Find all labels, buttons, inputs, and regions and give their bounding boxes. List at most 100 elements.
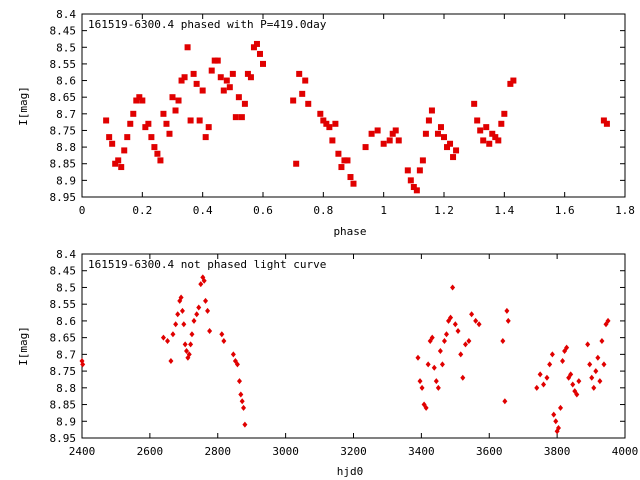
phased-data-point [226, 84, 233, 91]
phased-data-point [220, 87, 227, 94]
phased-y-axis-label: I[mag] [17, 86, 30, 126]
phased-data-point [229, 70, 236, 77]
unphased-data-point [415, 354, 421, 361]
phased-data-point [151, 144, 158, 151]
phased-data-point [142, 124, 149, 131]
phased-data-point [428, 107, 435, 114]
phased-data-point [196, 117, 203, 124]
unphased-data-point [458, 351, 464, 358]
unphased-data-point [189, 331, 195, 338]
phased-data-point [323, 120, 330, 127]
phased-data-point [260, 60, 266, 67]
unphased-data-point [504, 307, 510, 314]
unphased-data-point [181, 321, 187, 328]
unphased-plot-frame [81, 253, 626, 439]
phased-data-point [208, 67, 215, 74]
phased-x-tick-label: 1.4 [494, 204, 514, 217]
unphased-data-point [196, 304, 202, 311]
unphased-x-tick-label: 2800 [205, 445, 232, 458]
phased-data-point [106, 134, 113, 141]
unphased-data-point [437, 348, 443, 355]
phased-x-tick-label: 1 [380, 204, 387, 217]
unphased-y-axis-label: I[mag] [17, 326, 30, 366]
unphased-data-point [460, 374, 466, 381]
unphased-x-tick-label: 2600 [137, 445, 164, 458]
unphased-data-point [178, 294, 184, 301]
phased-data-point [118, 164, 125, 171]
phased-data-point [386, 137, 393, 144]
unphased-data-point [473, 317, 479, 324]
phased-x-tick-label: 0.6 [253, 204, 273, 217]
phased-data-point [480, 137, 487, 144]
unphased-points [79, 274, 611, 435]
unphased-data-point [500, 337, 506, 344]
phased-data-point [205, 124, 212, 131]
phased-data-point [335, 150, 342, 157]
phased-data-point [169, 94, 176, 101]
unphased-data-point [534, 384, 540, 391]
unphased-y-tick-label: 8.45 [50, 265, 77, 278]
unphased-data-point [207, 327, 213, 334]
unphased-data-point [431, 364, 437, 371]
phased-data-point [492, 134, 499, 141]
phased-data-point [410, 184, 417, 191]
phased-x-tick-label: 0.4 [193, 204, 213, 217]
unphased-data-point [201, 277, 207, 284]
unphased-y-tick-label: 8.95 [50, 432, 77, 445]
unphased-data-point [455, 327, 461, 334]
phased-y-tick-label: 8.8 [56, 141, 76, 154]
unphased-data-point [443, 331, 449, 338]
unphased-y-tick-label: 8.65 [50, 332, 77, 345]
unphased-data-point [462, 341, 468, 348]
unphased-data-point [589, 374, 595, 381]
phased-data-point [434, 130, 441, 137]
phased-data-point [145, 120, 152, 127]
phased-chart-title: 161519-6300.4 phased with P=419.0day [88, 18, 327, 31]
unphased-data-point [241, 404, 247, 411]
phased-data-point [223, 77, 230, 84]
unphased-data-point [570, 381, 576, 388]
phased-data-point [471, 100, 478, 107]
unphased-data-point [568, 371, 574, 378]
phased-x-tick-label: 0.2 [132, 204, 152, 217]
phased-y-tick-label: 8.45 [50, 25, 77, 38]
unphased-data-point [417, 378, 423, 385]
phased-data-point [389, 130, 396, 137]
phased-data-point [495, 137, 502, 144]
unphased-y-tick-label: 8.75 [50, 365, 77, 378]
unphased-data-point [585, 341, 591, 348]
phased-data-point [235, 94, 242, 101]
phased-data-point [163, 120, 170, 127]
unphased-data-point [551, 411, 557, 418]
unphased-data-point [591, 384, 597, 391]
phased-data-point [341, 157, 348, 164]
phased-data-point [320, 117, 327, 124]
phased-data-point [187, 117, 194, 124]
unphased-data-point [601, 361, 607, 368]
phased-data-point [486, 140, 493, 147]
phased-data-point [362, 144, 369, 151]
phased-data-point [250, 44, 257, 51]
unphased-data-point [502, 398, 508, 405]
unphased-data-point [242, 421, 248, 428]
unphased-data-point [547, 361, 553, 368]
phased-data-point [422, 130, 429, 137]
phased-axes: 0 0.2 0.4 0.6 0.8 1 1.2 1.4 1.6 1.8 8.4 8.45 8.5 8.55… [50, 8, 635, 217]
phased-data-point [450, 154, 457, 161]
phased-y-tick-label: 8.9 [56, 174, 76, 187]
phased-data-point [305, 100, 312, 107]
unphased-data-point [179, 307, 185, 314]
phased-data-point [148, 134, 155, 141]
unphased-data-point [191, 317, 197, 324]
unphased-y-tick-label: 8.7 [56, 348, 76, 361]
unphased-data-point [419, 384, 425, 391]
unphased-data-point [549, 351, 555, 358]
phased-data-point [483, 124, 490, 131]
phased-data-point [103, 117, 110, 124]
phased-data-point [136, 94, 143, 101]
phased-y-tick-label: 8.75 [50, 124, 77, 137]
phased-data-point [501, 110, 508, 117]
phased-x-tick-label: 0 [79, 204, 86, 217]
phased-data-point [241, 100, 248, 107]
phased-data-point [510, 77, 517, 84]
